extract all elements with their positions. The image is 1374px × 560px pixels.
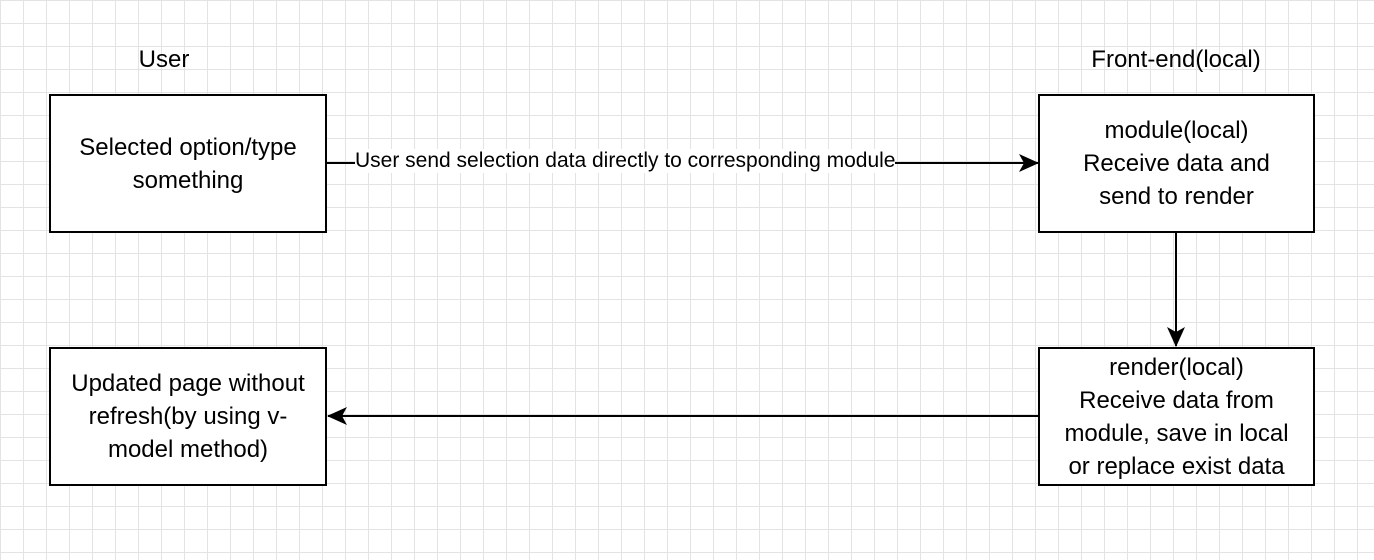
node-render: render(local) Receive data from module, …	[1038, 347, 1315, 486]
node-render-text: render(local) Receive data from module, …	[1064, 353, 1289, 480]
node-module-text: module(local) Receive data and send to r…	[1083, 117, 1270, 210]
lane-label-frontend: Front-end(local)	[1091, 46, 1261, 73]
arrowhead-updated	[327, 407, 347, 425]
node-updated-page-text: Updated page without refresh(by using v-…	[71, 370, 305, 463]
node-selected-option: Selected option/type something	[49, 94, 327, 233]
arrowhead-render	[1167, 327, 1185, 347]
node-selected-option-text: Selected option/type something	[79, 133, 297, 194]
lane-label-user: User	[138, 46, 190, 73]
node-updated-page: Updated page without refresh(by using v-…	[49, 347, 327, 486]
arrowhead-module	[1019, 154, 1039, 172]
edge-label-select-to-module: User send selection data directly to cor…	[355, 149, 896, 173]
node-module: module(local) Receive data and send to r…	[1038, 94, 1315, 233]
